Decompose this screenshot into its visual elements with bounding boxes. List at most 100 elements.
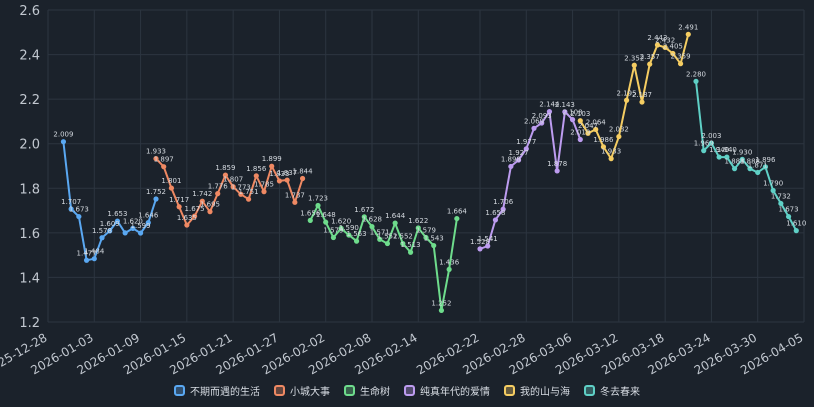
data-point	[747, 166, 753, 172]
legend-item[interactable]: 纯真年代的爱情	[404, 383, 490, 398]
data-point	[654, 42, 661, 48]
data-point	[485, 243, 491, 249]
legend-swatch	[174, 385, 185, 396]
data-label: 1.599	[131, 222, 151, 230]
data-point	[261, 189, 267, 195]
data-point	[415, 225, 421, 231]
data-point	[222, 172, 229, 178]
legend-item[interactable]: 小城大事	[274, 383, 330, 398]
data-label: 1.252	[431, 299, 451, 307]
series-6	[693, 78, 799, 234]
data-point	[68, 206, 74, 212]
data-label: 1.732	[771, 192, 791, 200]
data-label: 1.940	[717, 146, 737, 154]
y-tick-label: 1.2	[19, 316, 40, 331]
data-point	[685, 31, 691, 37]
data-label: 1.552	[377, 233, 397, 241]
data-point	[731, 166, 738, 172]
legend-item[interactable]: 我的山与海	[504, 383, 570, 398]
data-point	[384, 240, 391, 247]
data-label: 2.359	[671, 53, 691, 61]
data-label: 1.673	[69, 206, 89, 214]
data-label: 2.405	[663, 42, 683, 50]
data-label: 2.009	[53, 131, 73, 139]
data-label: 2.019	[570, 128, 590, 136]
y-tick-label: 2.2	[19, 93, 40, 108]
data-label: 1.644	[385, 212, 406, 220]
legend-swatch	[344, 385, 355, 396]
data-point	[608, 156, 614, 162]
data-point	[454, 215, 460, 222]
data-label: 2.069	[524, 117, 544, 125]
series-5	[577, 31, 691, 162]
data-point	[523, 146, 529, 152]
data-label: 1.899	[262, 155, 282, 163]
y-tick-label: 1.8	[19, 182, 40, 197]
data-point	[199, 198, 205, 204]
series-4	[477, 109, 583, 252]
data-point	[230, 184, 236, 190]
data-point	[539, 120, 545, 126]
data-label: 1.610	[786, 220, 806, 228]
data-point	[323, 219, 329, 225]
data-point	[191, 213, 198, 219]
data-point	[701, 148, 707, 154]
data-point	[492, 217, 499, 223]
data-point	[215, 191, 221, 197]
y-tick-label: 2.0	[19, 138, 40, 153]
data-point	[153, 196, 159, 202]
data-point	[438, 307, 445, 314]
data-point	[207, 209, 213, 215]
y-tick-label: 1.4	[19, 271, 40, 286]
data-label: 1.986	[593, 136, 614, 144]
data-label: 1.436	[439, 258, 460, 266]
data-label: 1.541	[478, 235, 498, 243]
data-point	[577, 136, 583, 143]
data-label: 1.578	[92, 227, 112, 235]
legend-item[interactable]: 不期而遇的生活	[174, 383, 260, 398]
data-point	[284, 177, 290, 183]
data-label: 1.723	[308, 194, 328, 202]
data-point	[639, 99, 645, 105]
data-label: 1.673	[779, 206, 799, 214]
data-point	[546, 109, 553, 115]
data-label: 1.628	[362, 216, 382, 224]
data-point	[600, 144, 607, 150]
data-point	[739, 156, 745, 162]
data-label: 1.927	[509, 149, 529, 157]
data-label: 1.930	[732, 148, 752, 156]
legend-swatch	[274, 385, 285, 396]
legend-label: 不期而遇的生活	[190, 387, 260, 398]
series-3	[307, 202, 460, 314]
data-label: 2.103	[570, 110, 590, 118]
data-point	[91, 256, 97, 262]
data-point	[793, 228, 799, 234]
data-point	[269, 163, 275, 169]
data-point	[338, 225, 344, 231]
legend-item[interactable]: 冬去春来	[584, 383, 640, 398]
data-point	[400, 240, 406, 247]
data-point	[708, 140, 715, 146]
data-label: 2.143	[555, 101, 575, 109]
legend-item[interactable]: 生命树	[344, 383, 390, 398]
data-point	[585, 130, 591, 136]
data-point	[670, 50, 676, 57]
data-point	[346, 232, 352, 238]
legend-swatch	[404, 385, 415, 396]
data-point	[392, 220, 398, 226]
data-point	[168, 185, 175, 191]
data-point	[292, 199, 298, 205]
data-point	[500, 206, 506, 212]
data-label: 1.878	[547, 160, 567, 168]
data-point	[307, 217, 313, 223]
grid	[47, 9, 805, 323]
data-point	[724, 154, 730, 160]
data-label: 1.672	[354, 206, 374, 214]
data-point	[446, 266, 452, 273]
data-label: 1.751	[239, 188, 259, 196]
data-point	[330, 234, 337, 241]
data-label: 1.543	[424, 235, 444, 243]
data-label: 1.477	[77, 249, 97, 257]
data-label: 2.357	[640, 53, 660, 61]
data-label: 2.064	[586, 118, 607, 126]
